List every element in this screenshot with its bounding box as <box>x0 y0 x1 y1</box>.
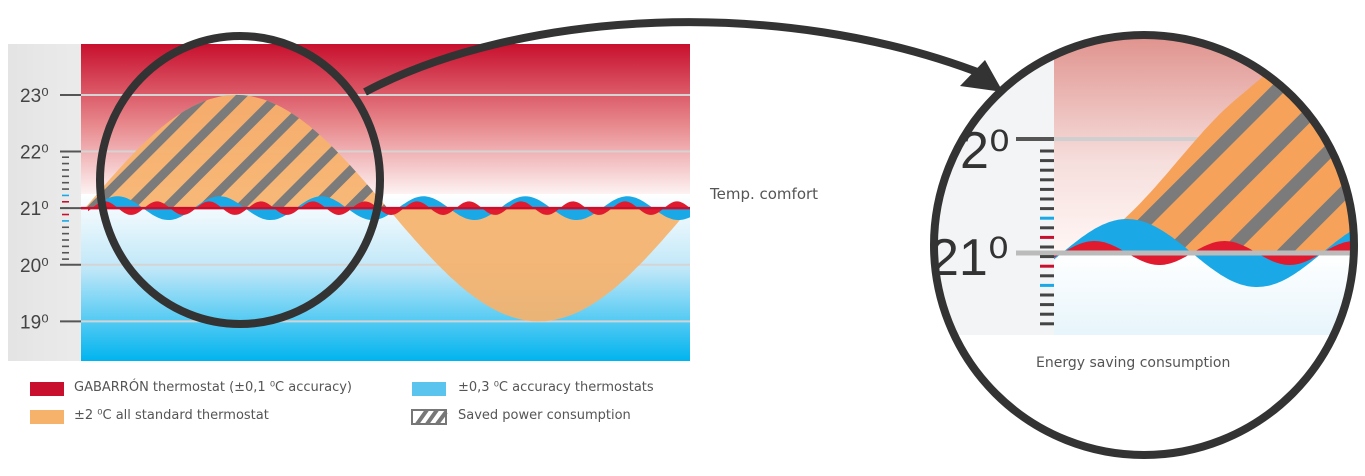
zoom-saved-area <box>1054 63 1354 253</box>
legend-swatch-saved-icon <box>411 408 448 426</box>
legend-label-saved: Saved power consumption <box>458 408 631 423</box>
legend-gabarron: GABARRÓN thermostat (±0,1 ⁰C accuracy) <box>74 380 352 395</box>
legend-standard: ±2 ⁰C all standard thermostat <box>74 408 269 423</box>
zoom-circle-right <box>930 31 1358 459</box>
zoom-caption: Energy saving consumption <box>1036 355 1230 371</box>
zoom-circle-left <box>96 32 384 328</box>
main-chart: 23⁰ 22⁰ 21⁰ 20⁰ 19⁰ <box>8 44 690 361</box>
zoom-minor-ticks <box>1040 149 1054 326</box>
zoom-arrow-head <box>960 60 1003 92</box>
saved-consumption-area <box>85 94 388 209</box>
legend-swatch-accuracy <box>412 382 446 396</box>
y-tick-label-23: 23⁰ <box>20 86 49 107</box>
y-tick-label-19: 19⁰ <box>20 312 49 333</box>
legend-swatch-gabarron <box>30 382 64 396</box>
y-tick-label-20: 20⁰ <box>20 256 49 277</box>
comfort-label: Temp. comfort <box>710 185 819 203</box>
legend-accuracy: ±0,3 ⁰C accuracy thermostats <box>458 380 654 395</box>
legend-swatch-standard <box>30 410 64 424</box>
y-tick-label-21: 21⁰ <box>20 199 49 220</box>
legend-saved: Saved power consumption <box>458 408 631 423</box>
y-axis-minor-ticks <box>62 156 69 260</box>
y-axis-ticks: 23⁰ 22⁰ 21⁰ 20⁰ 19⁰ <box>20 86 81 333</box>
y-tick-label-22: 22⁰ <box>20 143 49 164</box>
legend-label-accuracy: ±0,3 ⁰C accuracy thermostats <box>458 380 654 395</box>
zoom-arrow <box>363 18 987 96</box>
zoom-tick-label-21: 21⁰ <box>930 229 1009 287</box>
legend-label-gabarron: GABARRÓN thermostat (±0,1 ⁰C accuracy) <box>74 380 352 395</box>
accuracy-03-area <box>88 196 690 220</box>
legend-label-standard: ±2 ⁰C all standard thermostat <box>74 408 269 423</box>
